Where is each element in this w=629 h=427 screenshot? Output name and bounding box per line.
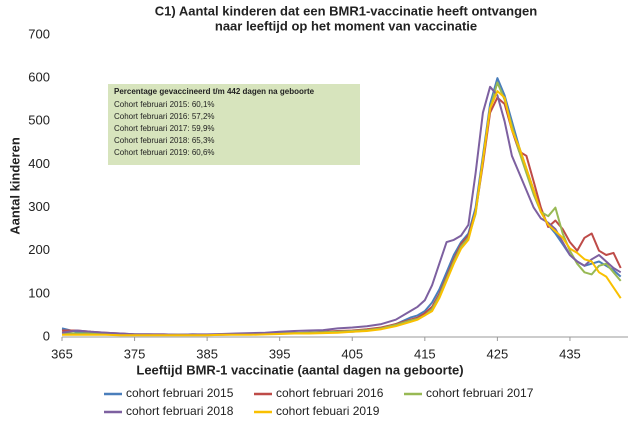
y-tick-label: 0: [43, 328, 50, 343]
y-axis-label: Aantal kinderen: [7, 137, 22, 235]
legend-label: cohort februari 2017: [426, 386, 534, 400]
legend-label: cohort februari 2016: [276, 386, 384, 400]
x-tick-label: 375: [124, 346, 146, 361]
y-tick-label: 400: [28, 156, 50, 171]
x-tick-label: 415: [414, 346, 436, 361]
annotation-title: Percentage gevaccineerd t/m 442 dagen na…: [114, 87, 315, 96]
x-tick-label: 385: [196, 346, 218, 361]
y-tick-label: 500: [28, 113, 50, 128]
legend-label: cohort februari 2018: [126, 404, 234, 418]
y-tick-label: 700: [28, 26, 50, 41]
chart-title: C1) Aantal kinderen dat een BMR1-vaccina…: [155, 3, 537, 18]
annotation-line: Cohort februari 2018: 65,3%: [114, 136, 215, 145]
x-tick-label: 395: [269, 346, 291, 361]
annotation-line: Cohort februari 2015: 60,1%: [114, 100, 215, 109]
annotation-line: Cohort februari 2019: 60,6%: [114, 148, 215, 157]
series-line: [62, 90, 622, 337]
x-axis-label: Leeftijd BMR-1 vaccinatie (aantal dagen …: [136, 362, 463, 377]
x-tick-label: 365: [51, 346, 73, 361]
y-tick-label: 600: [28, 70, 50, 85]
y-tick-label: 100: [28, 285, 50, 300]
y-tick-label: 200: [28, 242, 50, 257]
annotation-box: [108, 84, 360, 165]
x-tick-label: 435: [559, 346, 581, 361]
chart-title: naar leeftijd op het moment van vaccinat…: [215, 18, 477, 33]
y-tick-label: 300: [28, 199, 50, 214]
legend-label: cohort februari 2015: [126, 386, 234, 400]
x-tick-label: 425: [487, 346, 509, 361]
legend-label: cohort febuari 2019: [276, 404, 380, 418]
x-tick-label: 405: [341, 346, 363, 361]
annotation-line: Cohort februari 2017: 59,9%: [114, 124, 215, 133]
annotation-line: Cohort februari 2016: 57,2%: [114, 112, 215, 121]
